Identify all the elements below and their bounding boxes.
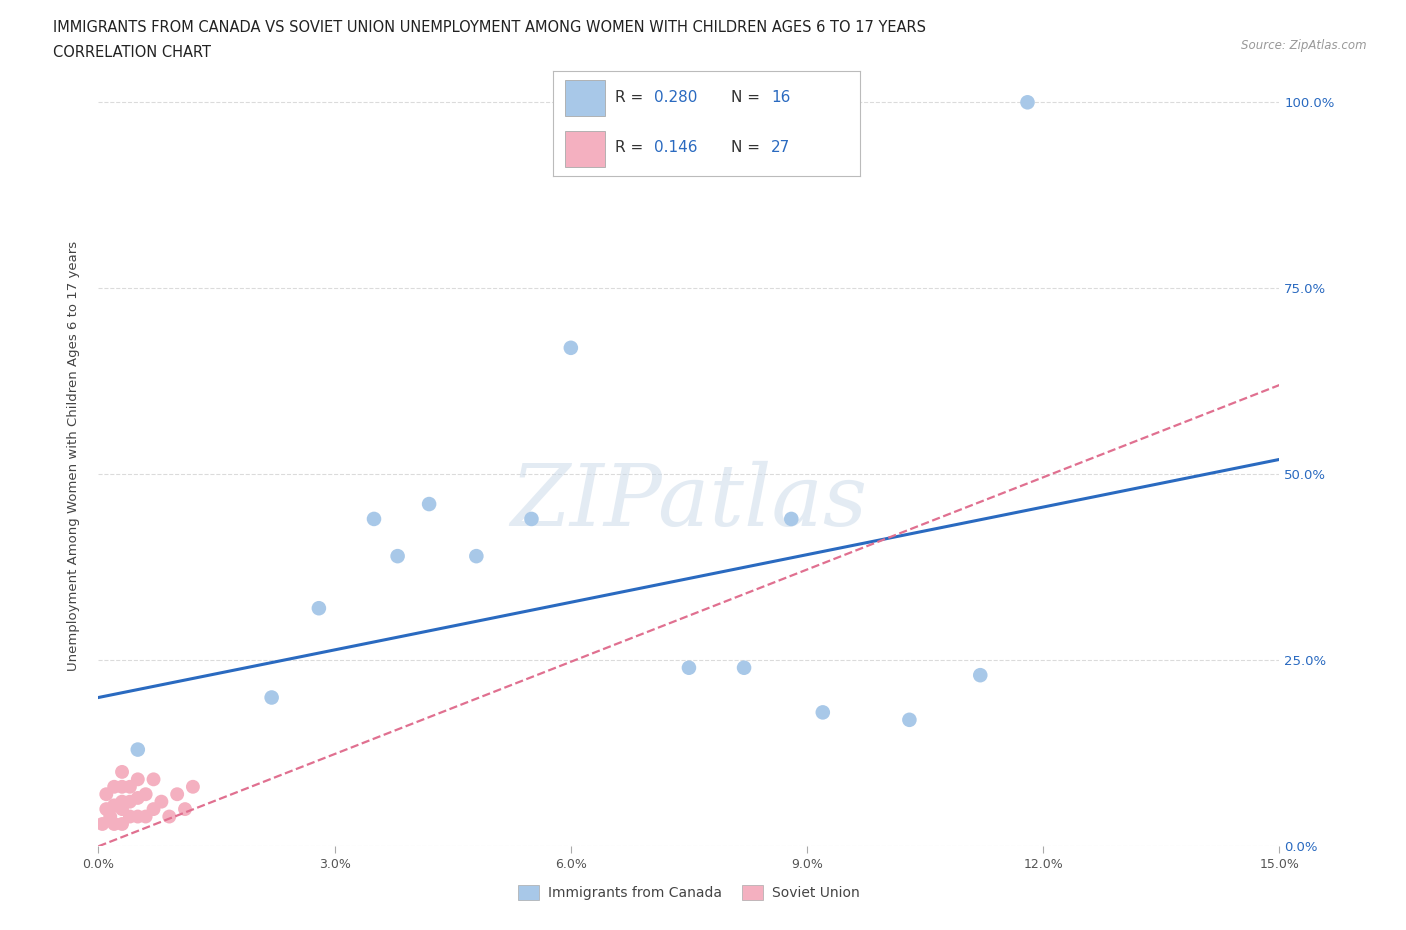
Point [157, 809, 180, 824]
Point [150, 794, 173, 809]
Point [96, 787, 118, 802]
Text: ZIPatlas: ZIPatlas [510, 461, 868, 544]
Text: Source: ZipAtlas.com: Source: ZipAtlas.com [1241, 39, 1367, 52]
Point [181, 779, 204, 794]
Point [898, 712, 921, 727]
Point [135, 787, 157, 802]
Point [127, 772, 149, 787]
Text: CORRELATION CHART: CORRELATION CHART [53, 45, 211, 60]
Point [733, 660, 755, 675]
Point [418, 497, 440, 512]
Point [1017, 95, 1039, 110]
Point [560, 340, 582, 355]
Point [103, 817, 125, 831]
Point [142, 772, 165, 787]
Point [142, 802, 165, 817]
Point [166, 787, 188, 802]
Point [103, 798, 125, 813]
Point [111, 779, 134, 794]
Point [363, 512, 385, 526]
Point [135, 809, 157, 824]
Point [127, 790, 149, 805]
Point [387, 549, 409, 564]
Point [127, 742, 149, 757]
Point [969, 668, 991, 683]
Point [308, 601, 330, 616]
Point [111, 802, 134, 817]
Point [465, 549, 488, 564]
Point [111, 817, 134, 831]
Point [103, 779, 125, 794]
Point [520, 512, 543, 526]
Point [260, 690, 283, 705]
Point [91, 817, 114, 831]
Point [111, 764, 134, 779]
Point [118, 794, 141, 809]
Point [96, 802, 118, 817]
Point [678, 660, 700, 675]
Point [118, 809, 141, 824]
Point [174, 802, 197, 817]
Point [811, 705, 834, 720]
Y-axis label: Unemployment Among Women with Children Ages 6 to 17 years: Unemployment Among Women with Children A… [66, 241, 80, 671]
Point [118, 779, 141, 794]
Text: IMMIGRANTS FROM CANADA VS SOVIET UNION UNEMPLOYMENT AMONG WOMEN WITH CHILDREN AG: IMMIGRANTS FROM CANADA VS SOVIET UNION U… [53, 20, 927, 35]
Point [98, 809, 121, 824]
Point [780, 512, 803, 526]
Point [127, 809, 149, 824]
Legend: Immigrants from Canada, Soviet Union: Immigrants from Canada, Soviet Union [513, 880, 865, 906]
Point [111, 794, 134, 809]
